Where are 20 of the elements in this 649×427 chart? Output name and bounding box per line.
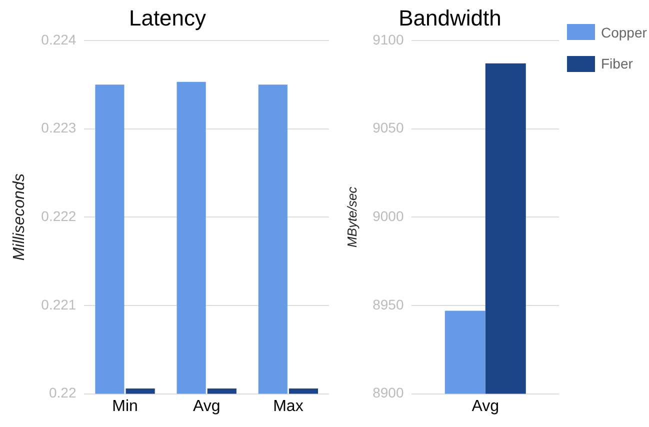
y-axis-title: Milliseconds bbox=[11, 174, 28, 261]
y-tick-label: 0.224 bbox=[41, 31, 76, 48]
y-tick-label: 0.22 bbox=[48, 384, 76, 401]
y-tick-label: 9100 bbox=[372, 31, 404, 48]
chart-title: Latency bbox=[128, 5, 206, 30]
legend-label: Fiber bbox=[601, 56, 633, 72]
y-tick-label: 8900 bbox=[372, 384, 404, 401]
x-tick-label: Min bbox=[112, 398, 138, 415]
y-tick-label: 9000 bbox=[372, 208, 404, 224]
x-tick-label: Avg bbox=[472, 398, 500, 415]
x-tick-label: Avg bbox=[192, 398, 220, 415]
y-tick-label: 0.223 bbox=[41, 120, 76, 136]
y-tick-label: 8950 bbox=[372, 296, 404, 312]
y-tick-label: 0.222 bbox=[41, 208, 76, 224]
y-tick-label: 9050 bbox=[372, 120, 404, 136]
y-tick-label: 0.221 bbox=[41, 296, 76, 312]
chart-title: Bandwidth bbox=[398, 5, 502, 30]
legend-label: Copper bbox=[601, 24, 647, 40]
x-tick-label: Max bbox=[273, 398, 304, 415]
y-axis-title: MByte/sec bbox=[344, 186, 360, 248]
